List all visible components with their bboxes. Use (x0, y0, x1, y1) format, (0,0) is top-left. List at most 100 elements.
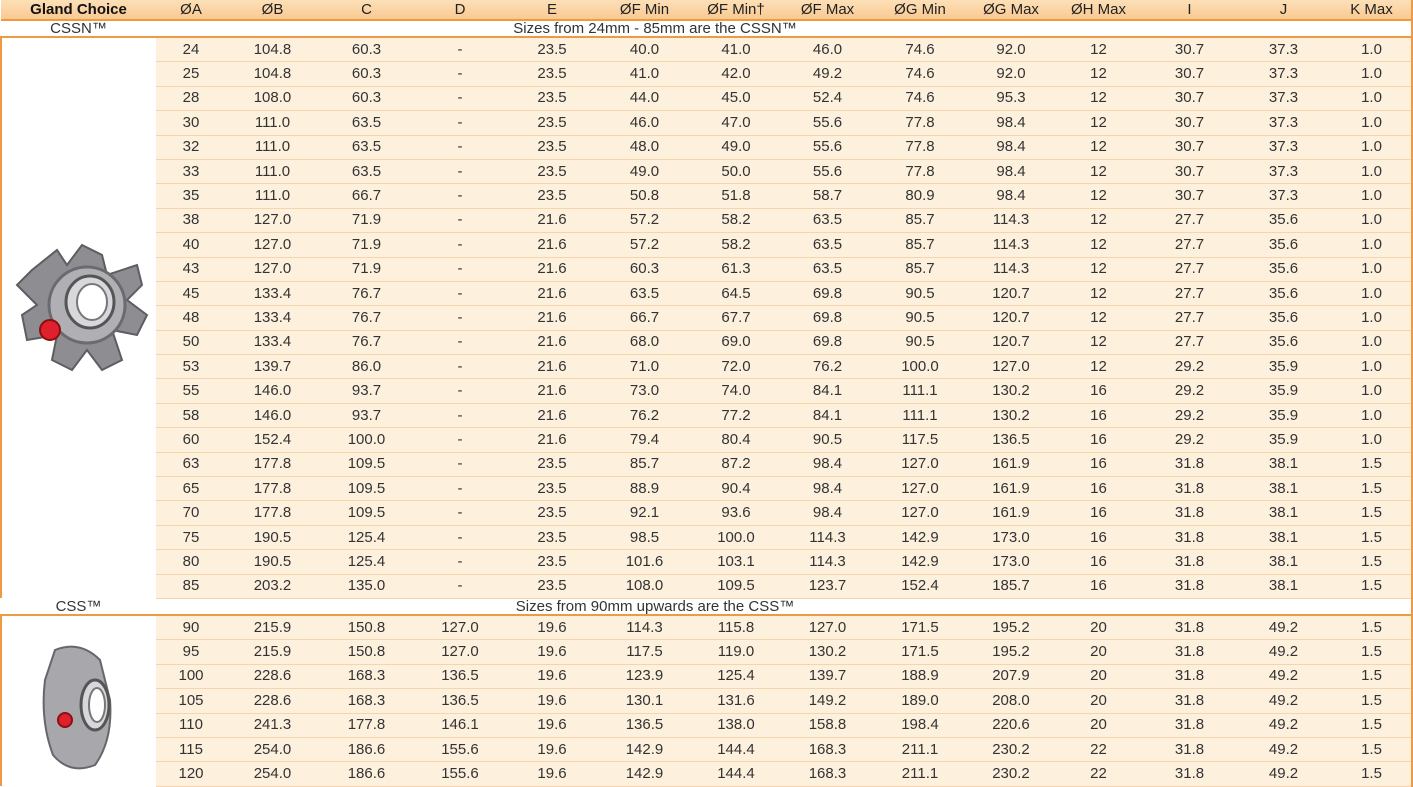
cell: 105 (156, 689, 226, 713)
cell: 254.0 (226, 737, 319, 761)
cell: 127.0 (874, 477, 966, 501)
cell: - (414, 281, 506, 305)
cell: 63.5 (319, 159, 414, 183)
cell: 171.5 (874, 640, 966, 664)
cell: 152.4 (874, 574, 966, 598)
cell: 103.1 (691, 550, 781, 574)
cell: 20 (1056, 615, 1141, 640)
cell: 195.2 (966, 615, 1056, 640)
cell: 12 (1056, 62, 1141, 86)
cell: 152.4 (226, 428, 319, 452)
data-row: 120254.0186.6155.619.6142.9144.4168.3211… (1, 762, 1413, 786)
cell: 127.0 (781, 615, 874, 640)
cell: 228.6 (226, 664, 319, 688)
cell: 215.9 (226, 615, 319, 640)
cell: 127.0 (226, 208, 319, 232)
cell: 150.8 (319, 640, 414, 664)
cell: 189.0 (874, 689, 966, 713)
cell: 63.5 (598, 281, 691, 305)
cell: 49.2 (1238, 762, 1329, 786)
cell: 74.0 (691, 379, 781, 403)
cell: 31.8 (1141, 615, 1238, 640)
cell: 27.7 (1141, 233, 1238, 257)
cell: 1.0 (1329, 159, 1413, 183)
cell: 135.0 (319, 574, 414, 598)
column-header: Gland Choice (1, 0, 156, 20)
section-name: CSS™ (1, 598, 156, 615)
cell: 23.5 (506, 135, 598, 159)
cell: 31.8 (1141, 737, 1238, 761)
css-seal-image (35, 640, 120, 775)
cell: 38.1 (1238, 550, 1329, 574)
cell: - (414, 111, 506, 135)
cell: 31.8 (1141, 525, 1238, 549)
cell: 127.0 (226, 233, 319, 257)
cell: 35.9 (1238, 379, 1329, 403)
cell: 90.5 (874, 281, 966, 305)
cell: 119.0 (691, 640, 781, 664)
cell: 1.5 (1329, 689, 1413, 713)
cell: 114.3 (781, 525, 874, 549)
cell: 98.4 (781, 452, 874, 476)
cell: 38.1 (1238, 501, 1329, 525)
cell: 87.2 (691, 452, 781, 476)
cell: 109.5 (319, 477, 414, 501)
cell: 1.5 (1329, 477, 1413, 501)
cell: 19.6 (506, 737, 598, 761)
cell: 43 (156, 257, 226, 281)
cell: 186.6 (319, 762, 414, 786)
cell: 23.5 (506, 37, 598, 62)
cell: 12 (1056, 86, 1141, 110)
cell: 69.8 (781, 281, 874, 305)
cell: 12 (1056, 355, 1141, 379)
cell: 142.9 (874, 525, 966, 549)
cell: 21.6 (506, 281, 598, 305)
cell: 95.3 (966, 86, 1056, 110)
cell: 21.6 (506, 330, 598, 354)
cell: 92.0 (966, 37, 1056, 62)
page: Gland ChoiceØAØBCDEØF MinØF Min†ØF MaxØG… (0, 0, 1413, 787)
cell: 98.5 (598, 525, 691, 549)
cell: 90.5 (781, 428, 874, 452)
cell: 188.9 (874, 664, 966, 688)
cell: 85.7 (874, 208, 966, 232)
cell: 168.3 (781, 737, 874, 761)
cell: 20 (1056, 713, 1141, 737)
cell: 1.0 (1329, 62, 1413, 86)
cell: 60.3 (319, 62, 414, 86)
cell: - (414, 62, 506, 86)
cell: 30.7 (1141, 111, 1238, 135)
cell: 109.5 (319, 501, 414, 525)
cell: 16 (1056, 428, 1141, 452)
cell: 30.7 (1141, 159, 1238, 183)
cell: 12 (1056, 208, 1141, 232)
cell: 35.6 (1238, 233, 1329, 257)
cell: 133.4 (226, 281, 319, 305)
column-header: K Max (1329, 0, 1413, 20)
cell: 49.2 (1238, 713, 1329, 737)
cell: 123.9 (598, 664, 691, 688)
cell: 1.5 (1329, 452, 1413, 476)
cell: - (414, 355, 506, 379)
cell: 1.5 (1329, 762, 1413, 786)
cell: 16 (1056, 574, 1141, 598)
cell: 48 (156, 306, 226, 330)
cell: 208.0 (966, 689, 1056, 713)
cell: 55.6 (781, 111, 874, 135)
cell: 67.7 (691, 306, 781, 330)
cell: 127.0 (414, 640, 506, 664)
cell: 1.0 (1329, 86, 1413, 110)
cell: 85.7 (874, 233, 966, 257)
cell: 100.0 (691, 525, 781, 549)
cell: 57.2 (598, 233, 691, 257)
section-note: Sizes from 24mm - 85mm are the CSSN™ (156, 20, 1413, 37)
cell: 23.5 (506, 111, 598, 135)
cell: 101.6 (598, 550, 691, 574)
cell: 16 (1056, 379, 1141, 403)
